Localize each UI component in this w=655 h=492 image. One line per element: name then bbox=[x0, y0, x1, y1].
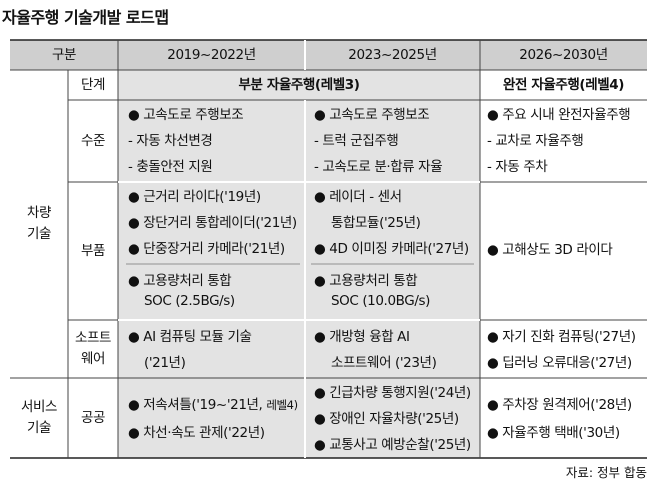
public-p2-line1: ● 긴급차량 통행지원('24년) bbox=[314, 385, 471, 401]
group-service-tech: 서비스 기술 bbox=[10, 378, 68, 458]
level-p2-line3: - 고속도로 분·합류 자율 bbox=[314, 159, 443, 175]
group-vehicle-line1: 차량 bbox=[26, 205, 52, 221]
software-p3-line2: ● 딥러닝 오류대응('27년) bbox=[487, 355, 632, 371]
stage-p3-text: 완전 자율주행(레벨4) bbox=[503, 76, 624, 93]
level-p2-line1: ● 고속도로 주행보조 bbox=[314, 107, 430, 123]
public-p3-line1: ● 주차장 원격제어('28년) bbox=[487, 397, 632, 413]
figure-title: 자율주행 기술개발 로드맵 bbox=[2, 8, 169, 27]
level-p1-line1: ● 고속도로 주행보조 bbox=[128, 107, 244, 123]
public-p2-line2: ● 장애인 자율차량('25년) bbox=[314, 411, 459, 427]
header-period1-label: 2019~2022년 bbox=[167, 46, 256, 63]
header-period-2023: 2023~2025년 bbox=[305, 40, 480, 70]
level-2026: ● 주요 시내 완전자율주행 - 교차로 자율주행 - 자동 주차 bbox=[480, 100, 647, 182]
parts-p3-line1: ● 고해상도 3D 라이다 bbox=[487, 242, 613, 258]
row-label-level: 수준 bbox=[68, 100, 118, 182]
header-period3-label: 2026~2030년 bbox=[519, 46, 608, 63]
parts-p1-line3: ● 단중장거리 카메라('21년) bbox=[128, 241, 285, 257]
software-p1-line1: ● AI 컴퓨팅 모듈 기술 bbox=[128, 329, 252, 345]
parts-2019: ● 근거리 라이다('19년) ● 장단거리 통합레이더('21년) ● 단중장… bbox=[118, 182, 305, 320]
level-2023: ● 고속도로 주행보조 - 트럭 군집주행 - 고속도로 분·합류 자율 bbox=[305, 100, 480, 182]
header-period2-label: 2023~2025년 bbox=[348, 46, 437, 63]
group-service-line2: 기술 bbox=[26, 420, 52, 436]
level-p2-line2: - 트럭 군집주행 bbox=[314, 133, 399, 149]
software-2023: ● 개방형 융합 AI 소프트웨어 ('23년) bbox=[305, 320, 480, 378]
header-period-2026: 2026~2030년 bbox=[480, 40, 647, 70]
stage-label: 단계 bbox=[80, 76, 106, 93]
stage-full-autonomy: 완전 자율주행(레벨4) bbox=[480, 70, 647, 100]
parts-p2-line2: 통합모듈('25년) bbox=[331, 215, 421, 231]
parts-p1-soc-line2: SOC (2.5BG/s) bbox=[144, 293, 235, 309]
software-p3-line1: ● 자기 진화 컴퓨팅('27년) bbox=[487, 329, 636, 345]
parts-p1-soc-line1: ● 고용량처리 통합 bbox=[128, 273, 232, 289]
public-2026: ● 주차장 원격제어('28년) ● 자율주행 택배('30년) bbox=[480, 378, 647, 458]
level-2019: ● 고속도로 주행보조 - 자동 차선변경 - 충돌안전 지원 bbox=[118, 100, 305, 182]
public-2023: ● 긴급차량 통행지원('24년) ● 장애인 자율차량('25년) ● 교통사… bbox=[305, 378, 480, 458]
header-category-label: 구분 bbox=[51, 46, 77, 63]
software-p1-line2: ('21년) bbox=[144, 355, 186, 371]
level4-annotation: 레벨4) bbox=[266, 398, 298, 412]
public-p2-line3: ● 교통사고 예방순찰('25년) bbox=[314, 437, 471, 453]
software-2019: ● AI 컴퓨팅 모듈 기술 ('21년) bbox=[118, 320, 305, 378]
header-period-2019: 2019~2022년 bbox=[118, 40, 305, 70]
level-p3-line3: - 자동 주차 bbox=[487, 159, 548, 175]
row-label-software: 소프트 웨어 bbox=[68, 320, 118, 378]
level-p3-line2: - 교차로 자율주행 bbox=[487, 133, 584, 149]
software-p2-line1: ● 개방형 융합 AI bbox=[314, 329, 410, 345]
row-label-parts: 부품 bbox=[68, 182, 118, 320]
software-p2-line2: 소프트웨어 ('23년) bbox=[331, 355, 437, 371]
parts-2026: ● 고해상도 3D 라이다 bbox=[480, 182, 647, 320]
header-category: 구분 bbox=[10, 40, 118, 70]
parts-p2-soc-line1: ● 고용량처리 통합 bbox=[314, 273, 418, 289]
stage-p1p2-text: 부분 자율주행(레벨3) bbox=[238, 76, 360, 93]
level-label: 수준 bbox=[80, 132, 106, 149]
row-label-public: 공공 bbox=[68, 378, 118, 458]
software-label-line2: 웨어 bbox=[80, 351, 106, 367]
parts-p2-line3: ● 4D 이미징 카메라('27년) bbox=[314, 241, 469, 257]
parts-p2-soc-line2: SOC (10.0BG/s) bbox=[331, 293, 430, 309]
public-label: 공공 bbox=[80, 409, 106, 426]
public-p1-line2: ● 차선·속도 관제('22년) bbox=[128, 425, 265, 441]
row-label-stage: 단계 bbox=[68, 70, 118, 100]
public-p1-line1-text: ● 저속셔틀('19~'21년, 레벨4) bbox=[128, 397, 298, 413]
software-2026: ● 자기 진화 컴퓨팅('27년) ● 딥러닝 오류대응('27년) bbox=[480, 320, 647, 378]
level-p1-line2: - 자동 차선변경 bbox=[128, 133, 213, 149]
level-p1-line3: - 충돌안전 지원 bbox=[128, 159, 213, 175]
parts-2023: ● 레이더 - 센서 통합모듈('25년) ● 4D 이미징 카메라('27년)… bbox=[305, 182, 480, 320]
parts-p1-line2: ● 장단거리 통합레이더('21년) bbox=[128, 215, 297, 231]
parts-p2-line1: ● 레이더 - 센서 bbox=[314, 189, 402, 205]
parts-label: 부품 bbox=[80, 242, 106, 259]
public-p1-line1: ● 저속셔틀('19~'21년, 레벨4) bbox=[128, 393, 298, 413]
software-label-line1: 소프트 bbox=[74, 330, 112, 346]
group-vehicle-tech: 차량 기술 bbox=[10, 70, 68, 378]
stage-partial-autonomy: 부분 자율주행(레벨3) bbox=[118, 70, 480, 100]
group-vehicle-line2: 기술 bbox=[26, 226, 52, 242]
parts-p1-line1: ● 근거리 라이다('19년) bbox=[128, 189, 261, 205]
public-p3-line2: ● 자율주행 택배('30년) bbox=[487, 425, 620, 441]
level-p3-line1: ● 주요 시내 완전자율주행 bbox=[487, 107, 631, 123]
public-2019: ● 저속셔틀('19~'21년, 레벨4) ● 차선·속도 관제('22년) bbox=[118, 378, 305, 458]
source-note: 자료: 정부 합동 bbox=[565, 465, 647, 480]
group-service-line1: 서비스 bbox=[20, 399, 58, 415]
